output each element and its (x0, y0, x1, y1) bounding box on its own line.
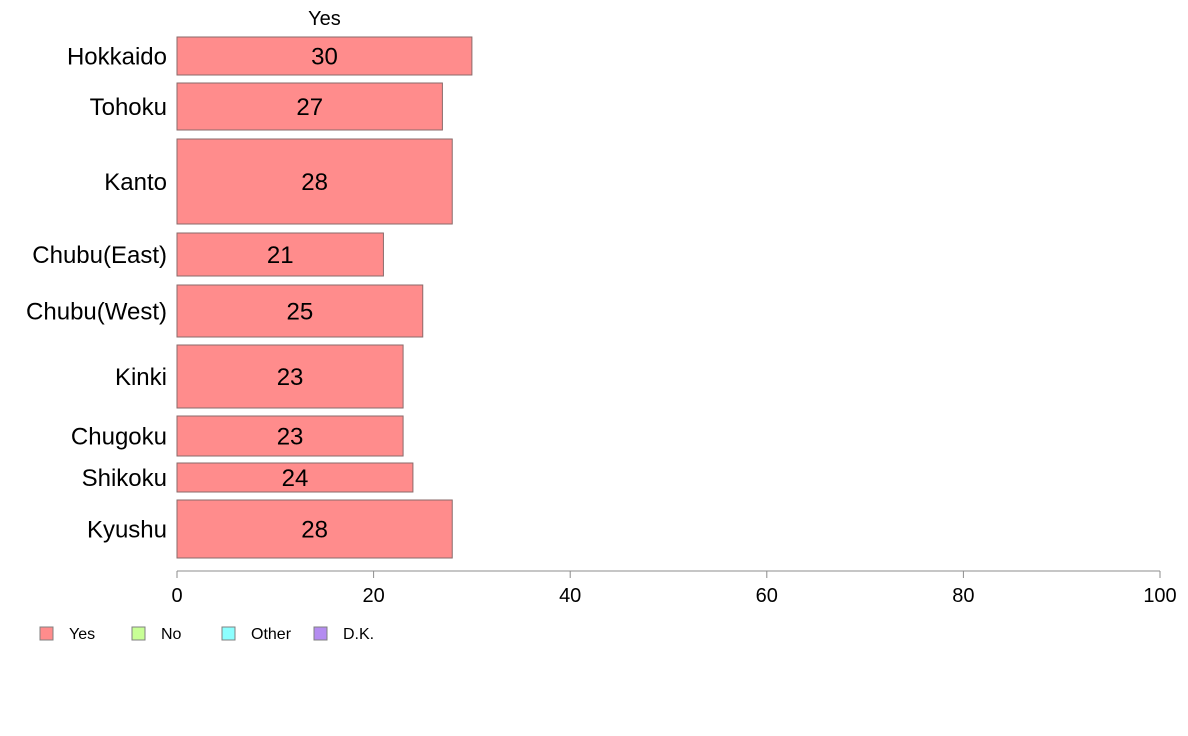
bar-yes-6 (176, 415, 404, 457)
category-label: Shikoku (82, 465, 167, 492)
category-label: Kyushu (87, 517, 167, 544)
legend-label: No (161, 626, 182, 643)
legend-label: Yes (69, 626, 95, 643)
legend-swatch-other (221, 626, 236, 641)
column-header-label: Yes (308, 8, 341, 30)
legend-swatch-yes (39, 626, 54, 641)
x-tick-label: 0 (171, 585, 182, 607)
bar-yes-7 (176, 462, 414, 493)
bar-value-label: 24 (282, 465, 309, 492)
bar-yes-3 (176, 232, 384, 277)
bar-value-label: 23 (277, 364, 304, 391)
bar-value-label: 30 (311, 44, 338, 71)
bar-yes-2 (176, 138, 453, 225)
category-label: Chugoku (71, 424, 167, 451)
category-label: Chubu(East) (32, 242, 167, 269)
bar-value-label: 21 (267, 242, 294, 269)
legend-label: D.K. (343, 626, 374, 643)
bar-yes-8 (176, 499, 453, 559)
x-tick-label: 100 (1143, 585, 1176, 607)
bar-value-label: 23 (277, 424, 304, 451)
bar-value-label: 28 (301, 169, 328, 196)
bar-value-label: 27 (296, 94, 323, 121)
bar-yes-5 (176, 344, 404, 409)
bar-yes-4 (176, 284, 424, 338)
category-label: Kanto (104, 169, 167, 196)
category-label: Hokkaido (67, 44, 167, 71)
category-label: Tohoku (90, 94, 167, 121)
legend-label: Other (251, 626, 292, 643)
x-tick-label: 20 (362, 585, 384, 607)
category-label: Chubu(West) (26, 299, 167, 326)
legend-swatch-dk (313, 626, 328, 641)
bar-value-label: 28 (301, 517, 328, 544)
bar-value-label: 25 (287, 299, 314, 326)
bar-yes-0 (176, 36, 473, 76)
x-tick-label: 40 (559, 585, 581, 607)
bar-yes-1 (176, 82, 443, 131)
legend-swatch-no (131, 626, 146, 641)
x-tick-label: 60 (756, 585, 778, 607)
category-label: Kinki (115, 364, 167, 391)
x-tick-label: 80 (952, 585, 974, 607)
